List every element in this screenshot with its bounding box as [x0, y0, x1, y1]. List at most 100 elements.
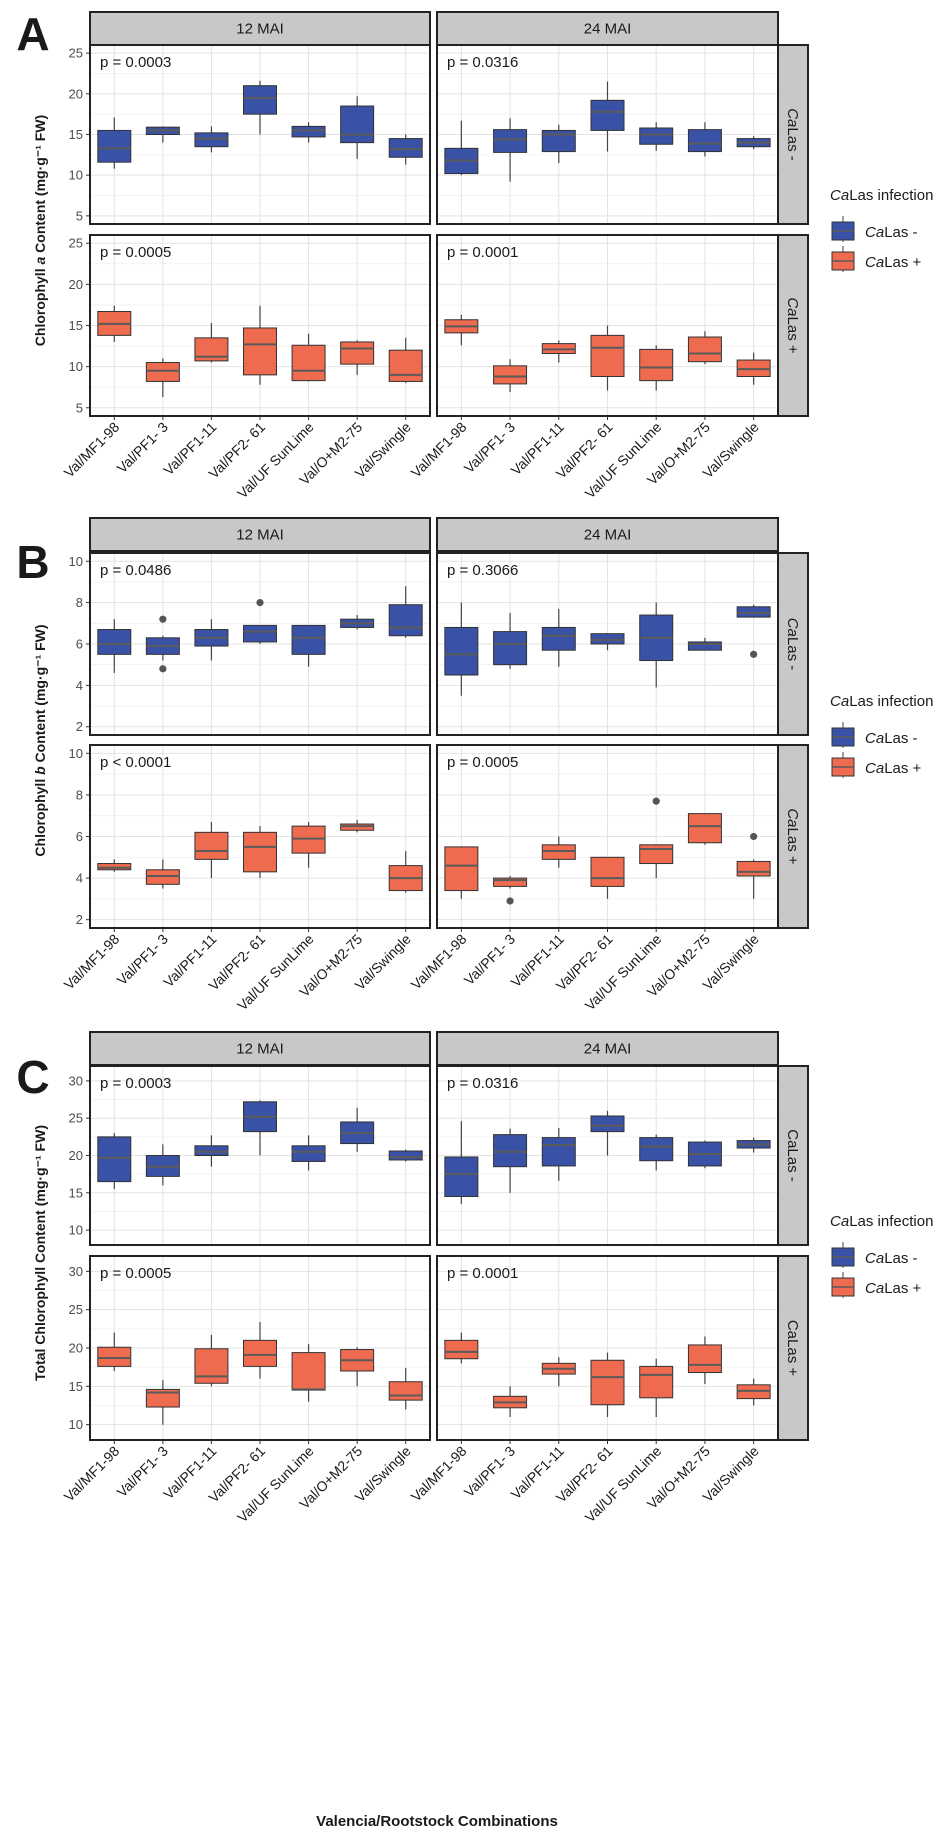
box-val-pf1-3	[493, 876, 528, 905]
y-tick-label: 20	[69, 1341, 83, 1356]
facet-strip-row-label: CaLas -	[784, 1129, 801, 1182]
y-tick-label: 4	[76, 871, 83, 886]
box-val-o-m2-75	[687, 122, 722, 157]
facet-plot: 5 10 15 20 25 p = 0.0005	[69, 234, 431, 417]
box-val-swingle	[388, 1367, 423, 1410]
panel-label: C	[16, 1051, 49, 1103]
box-iqr	[639, 844, 674, 865]
outlier-point	[750, 832, 758, 841]
box-val-mf1-98	[444, 602, 479, 696]
box-val-pf1-3	[493, 118, 528, 182]
box-iqr	[493, 365, 528, 385]
box-iqr	[493, 1134, 528, 1168]
facet-strip-row	[777, 234, 809, 417]
box-val-mf1-98	[444, 1332, 479, 1364]
box-val-mf1-98	[97, 1332, 132, 1371]
box-val-mf1-98	[97, 1133, 132, 1190]
facet-strip-label: 12 MAI	[236, 1041, 284, 1058]
box-iqr	[388, 604, 423, 637]
x-tick-label: Val/MF1-98	[408, 1443, 470, 1505]
box-val-mf1-98	[97, 305, 132, 342]
p-value-label: p = 0.3066	[447, 562, 518, 579]
box-iqr	[687, 641, 722, 651]
facet-strip-column	[89, 11, 431, 46]
box-val-o-m2-75	[340, 819, 375, 833]
box-val-pf1-3	[493, 359, 528, 393]
box-iqr	[194, 337, 229, 362]
box-iqr	[444, 626, 479, 676]
y-tick-label: 8	[76, 787, 83, 802]
box-iqr	[145, 1388, 180, 1408]
y-tick-label: 10	[69, 1223, 83, 1238]
facet-strip-row	[777, 744, 809, 929]
facet-plot: p = 0.0005	[436, 744, 779, 929]
box-iqr	[590, 856, 625, 887]
box-iqr	[97, 629, 132, 655]
box-val-pf1-3	[493, 1128, 528, 1193]
legend-label-pos: CaLas +	[865, 760, 922, 777]
facet-frame	[89, 552, 431, 736]
x-tick-label: Val/MF1-98	[61, 1443, 123, 1505]
box-iqr	[639, 348, 674, 382]
box-iqr	[687, 1344, 722, 1374]
y-tick-label: 8	[76, 595, 83, 610]
box-val-pf1-11	[541, 1357, 576, 1387]
box-iqr	[291, 825, 326, 854]
y-tick-label: 20	[69, 86, 83, 101]
box-iqr	[388, 349, 423, 382]
box-val-uf-sunlime	[291, 624, 326, 667]
box-val-swingle	[388, 1149, 423, 1162]
facet-plot: 10 15 20 25 30 p = 0.0005	[69, 1255, 431, 1441]
p-value-label: p = 0.0001	[447, 244, 518, 261]
box-iqr	[493, 631, 528, 666]
box-val-uf-sunlime	[639, 602, 674, 688]
box-val-uf-sunlime	[639, 1358, 674, 1417]
box-val-pf1-3	[145, 358, 180, 398]
box-val-o-m2-75	[340, 340, 375, 375]
box-iqr	[291, 344, 326, 382]
box-iqr	[687, 813, 722, 844]
box-iqr	[444, 1156, 479, 1198]
facet-strip-column	[436, 517, 779, 552]
box-val-pf1-11	[541, 1127, 576, 1181]
box-val-pf1-11	[541, 836, 576, 868]
y-tick-label: 30	[69, 1264, 83, 1279]
box-val-o-m2-75	[687, 813, 722, 845]
p-value-label: p = 0.0003	[100, 54, 171, 71]
box-iqr	[291, 125, 326, 138]
box-iqr	[194, 1145, 229, 1157]
box-iqr	[541, 626, 576, 651]
y-tick-label: 25	[69, 236, 83, 251]
box-val-pf1-11	[194, 323, 229, 363]
box-val-pf2-61	[243, 599, 277, 644]
box-val-pf2-61	[590, 81, 625, 152]
box-val-pf2-61	[590, 633, 625, 651]
facet-strip-row	[777, 1255, 809, 1441]
box-iqr	[243, 327, 277, 376]
box-iqr	[590, 1115, 625, 1133]
facet-strip-label: 24 MAI	[584, 527, 632, 544]
facet-frame	[436, 552, 779, 736]
box-val-pf1-3	[145, 126, 180, 143]
box-iqr	[590, 334, 625, 378]
box-val-pf1-3	[145, 859, 180, 889]
box-iqr	[291, 624, 326, 655]
box-val-swingle	[736, 352, 771, 385]
box-val-pf2-61	[243, 80, 277, 135]
box-val-o-m2-75	[687, 637, 722, 651]
box-val-pf1-11	[541, 608, 576, 667]
box-val-swingle	[736, 832, 771, 899]
facet-plot: p = 0.0001	[436, 1255, 779, 1441]
outlier-point	[159, 665, 167, 673]
facet-strip-row-label: CaLas +	[784, 1320, 801, 1377]
x-tick-label: Val/MF1-98	[408, 419, 470, 481]
facet-strip-label: 24 MAI	[584, 1041, 632, 1058]
box-val-pf1-11	[194, 619, 229, 661]
facet-plot: p = 0.0001	[436, 234, 779, 417]
y-tick-label: 4	[76, 678, 83, 693]
facet-plot: 10 15 20 25 30 p = 0.0003	[69, 1065, 431, 1246]
facet-frame	[89, 1065, 431, 1246]
box-val-mf1-98	[444, 120, 479, 176]
y-tick-label: 25	[69, 1302, 83, 1317]
